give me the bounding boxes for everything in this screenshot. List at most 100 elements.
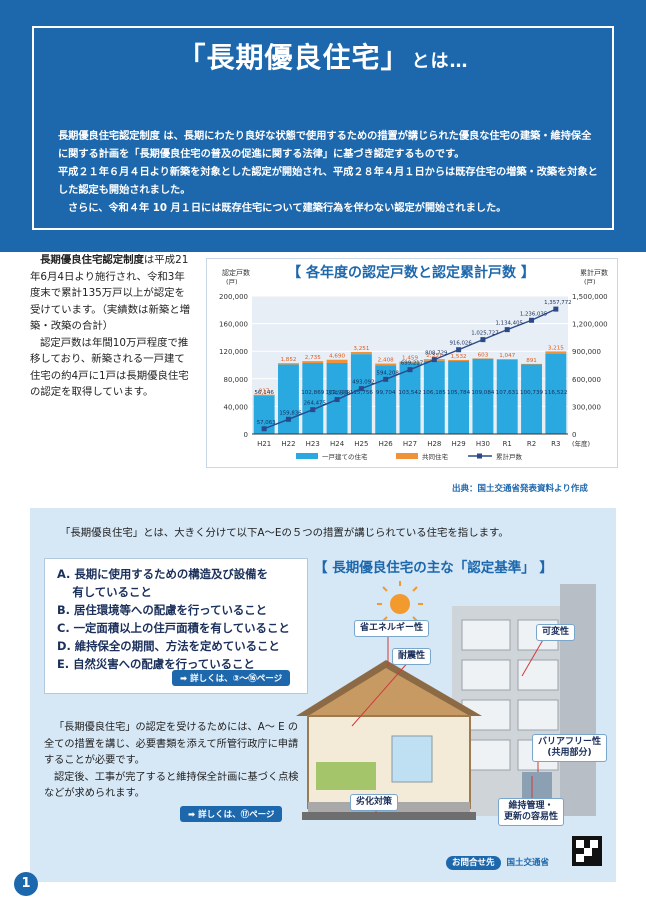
cumulative-value-label: 1,025,727 bbox=[471, 331, 498, 337]
measure-a-cont: 有していること bbox=[57, 585, 152, 599]
bar-apartment bbox=[496, 359, 518, 360]
cumulative-point bbox=[407, 367, 413, 373]
single-family-value-label: 105,784 bbox=[447, 390, 471, 396]
single-family-value-label: 116,522 bbox=[544, 390, 567, 396]
bar-single-family bbox=[350, 354, 372, 434]
legend-swatch-single-family bbox=[296, 453, 318, 459]
system-description: 長期優良住宅認定制度は平成21年6月4日より施行され、令和3年度末で累計135万… bbox=[30, 252, 192, 401]
left-tick-label: 0 bbox=[244, 431, 248, 439]
cumulative-value-label: 1,134,405 bbox=[496, 321, 523, 327]
legend-label-apartment: 共同住宅 bbox=[422, 452, 449, 461]
right-tick-label: 600,000 bbox=[572, 376, 601, 384]
bar-apartment bbox=[350, 351, 372, 355]
cumulative-value-label: 374,398 bbox=[328, 391, 351, 397]
cumulative-value-label: 699,217 bbox=[401, 361, 423, 367]
bar-single-family bbox=[545, 353, 567, 434]
bar-single-family bbox=[448, 361, 470, 434]
cumulative-value-label: 264,475 bbox=[304, 401, 326, 407]
detached-house bbox=[296, 660, 482, 820]
contact-value: 国土交通省 bbox=[506, 858, 550, 868]
cumulative-point bbox=[504, 327, 510, 333]
intro-text: 長期優良住宅認定制度 は、長期にわたり良好な状態で使用するための措置が講じられた… bbox=[58, 128, 598, 218]
measures-details-link[interactable]: ➡ 詳しくは、③～⑯ページ bbox=[172, 670, 291, 686]
right-axis-unit: (戸) bbox=[584, 278, 596, 286]
x-tick-label: H21 bbox=[257, 440, 271, 448]
contact-info: お問合せ先 国土交通省 bbox=[446, 856, 550, 870]
description-paragraph-1: 長期優良住宅認定制度は平成21年6月4日より施行され、令和3年度末で累計135万… bbox=[30, 252, 192, 335]
single-family-value-label: 99,704 bbox=[376, 390, 396, 396]
durability-label: 耐震性 bbox=[392, 648, 432, 665]
bar-single-family bbox=[278, 364, 299, 434]
bar-apartment bbox=[253, 394, 275, 396]
header-frame bbox=[32, 26, 614, 230]
x-tick-label: R1 bbox=[503, 440, 512, 448]
right-axis-title: 累計戸数 bbox=[580, 268, 608, 277]
bar-single-family bbox=[521, 364, 542, 434]
apartment-value-label: 1,047 bbox=[499, 353, 515, 359]
bar-single-family bbox=[375, 365, 397, 434]
bar-apartment bbox=[375, 363, 397, 366]
description-paragraph-2: 認定戸数は年間10万戸程度で推移しており、新築される一戸建て住宅の約4戸に1戸は… bbox=[30, 336, 189, 399]
left-axis-title: 認定戸数 bbox=[222, 268, 250, 277]
bar-apartment bbox=[399, 361, 421, 363]
cumulative-point bbox=[285, 416, 291, 422]
application-paragraph-1: 「長期優良住宅」の認定を受けるためには、A～ E の全ての措置を講じ、必要書類を… bbox=[44, 722, 299, 766]
apartment-value-label: 603 bbox=[478, 352, 489, 358]
bar-single-family bbox=[423, 360, 445, 434]
intro-paragraph-1: 長期優良住宅認定制度 は、長期にわたり良好な状態で使用するための措置が講じられた… bbox=[58, 131, 592, 160]
right-tick-label: 0 bbox=[572, 431, 576, 439]
application-details-link[interactable]: ➡ 詳しくは、⑰ページ bbox=[180, 806, 283, 822]
single-family-value-label: 107,631 bbox=[496, 390, 520, 396]
single-family-value-label: 103,542 bbox=[398, 390, 421, 396]
legend-swatch-apartment bbox=[396, 453, 418, 459]
chart-source: 出典：国土交通省発表資料より作成 bbox=[452, 484, 588, 494]
cumulative-value-label: 1,236,035 bbox=[520, 311, 547, 317]
cumulative-value-label: 57,063 bbox=[257, 420, 276, 426]
qr-code-icon[interactable] bbox=[572, 836, 602, 866]
left-tick-label: 80,000 bbox=[224, 376, 249, 384]
criteria-lead: 「長期優良住宅」とは、大きく分けて以下A～Eの５つの措置が講じられている住宅を指… bbox=[60, 527, 509, 539]
bar-apartment bbox=[326, 359, 348, 363]
x-tick-label: H29 bbox=[452, 440, 466, 448]
cumulative-value-label: 493,092 bbox=[352, 380, 374, 386]
cumulative-point bbox=[529, 317, 535, 323]
legend-label-single-family: 一戸建ての住宅 bbox=[322, 452, 368, 461]
apartment-value-label: 2,735 bbox=[305, 355, 321, 361]
barrier-free-label: バリアフリー性 (共用部分) bbox=[532, 734, 608, 762]
right-tick-label: 900,000 bbox=[572, 348, 601, 356]
apartment-value-label: 2,331 bbox=[426, 353, 442, 359]
description-bold-term: 長期優良住宅認定制度 bbox=[40, 254, 144, 266]
single-family-value-label: 115,756 bbox=[350, 390, 374, 396]
right-tick-label: 1,200,000 bbox=[572, 321, 608, 329]
bar-single-family bbox=[496, 359, 518, 434]
bar-apartment bbox=[278, 363, 299, 365]
bar-single-family bbox=[253, 395, 275, 434]
intro-paragraph-3: さらに、令和４年 10 月１日には既存住宅について建築行為を伴わない認定が開始さ… bbox=[68, 203, 507, 214]
measure-b: B. 居住環境等への配慮を行っていること bbox=[57, 603, 268, 617]
legend-label-cumulative: 累計戸数 bbox=[496, 452, 523, 461]
left-axis-unit: (戸) bbox=[226, 278, 238, 286]
left-tick-label: 120,000 bbox=[219, 348, 248, 356]
title-suffix: とは… bbox=[411, 51, 469, 72]
cumulative-value-label: 594,208 bbox=[377, 370, 400, 376]
bar-apartment bbox=[448, 359, 470, 362]
x-tick-label: H23 bbox=[306, 440, 320, 448]
bar-apartment bbox=[302, 361, 324, 364]
bar-apartment bbox=[545, 351, 567, 354]
right-tick-label: 300,000 bbox=[572, 403, 601, 411]
certification-chart: 0 40,000 80,000 120,000 160,000 200,000 0 300,0… bbox=[219, 268, 608, 461]
header-banner bbox=[0, 0, 646, 252]
bar-single-family bbox=[302, 363, 324, 434]
apartment-value-label: 891 bbox=[526, 358, 537, 364]
measure-a: A. 長期に使用するための構造及び設備を bbox=[57, 567, 268, 581]
intro-paragraph-2: 平成２１年６月４日より新築を対象とした認定が開始され、平成２８年４月１日からは既… bbox=[58, 167, 598, 196]
single-family-value-label: 106,185 bbox=[423, 390, 447, 396]
energy-label: 省エネルギー性 bbox=[354, 620, 430, 637]
single-family-value-label: 109,084 bbox=[471, 390, 495, 396]
apartment-value-label: 3,251 bbox=[353, 346, 369, 352]
cumulative-point bbox=[383, 376, 389, 382]
cumulative-point bbox=[480, 337, 486, 343]
application-paragraph-2: 認定後、工事が完了すると維持保全計画に基づく点検などが求められます。 bbox=[44, 771, 299, 800]
page-title: 「長期優良住宅」 とは… bbox=[0, 36, 646, 76]
left-tick-label: 200,000 bbox=[219, 293, 248, 301]
